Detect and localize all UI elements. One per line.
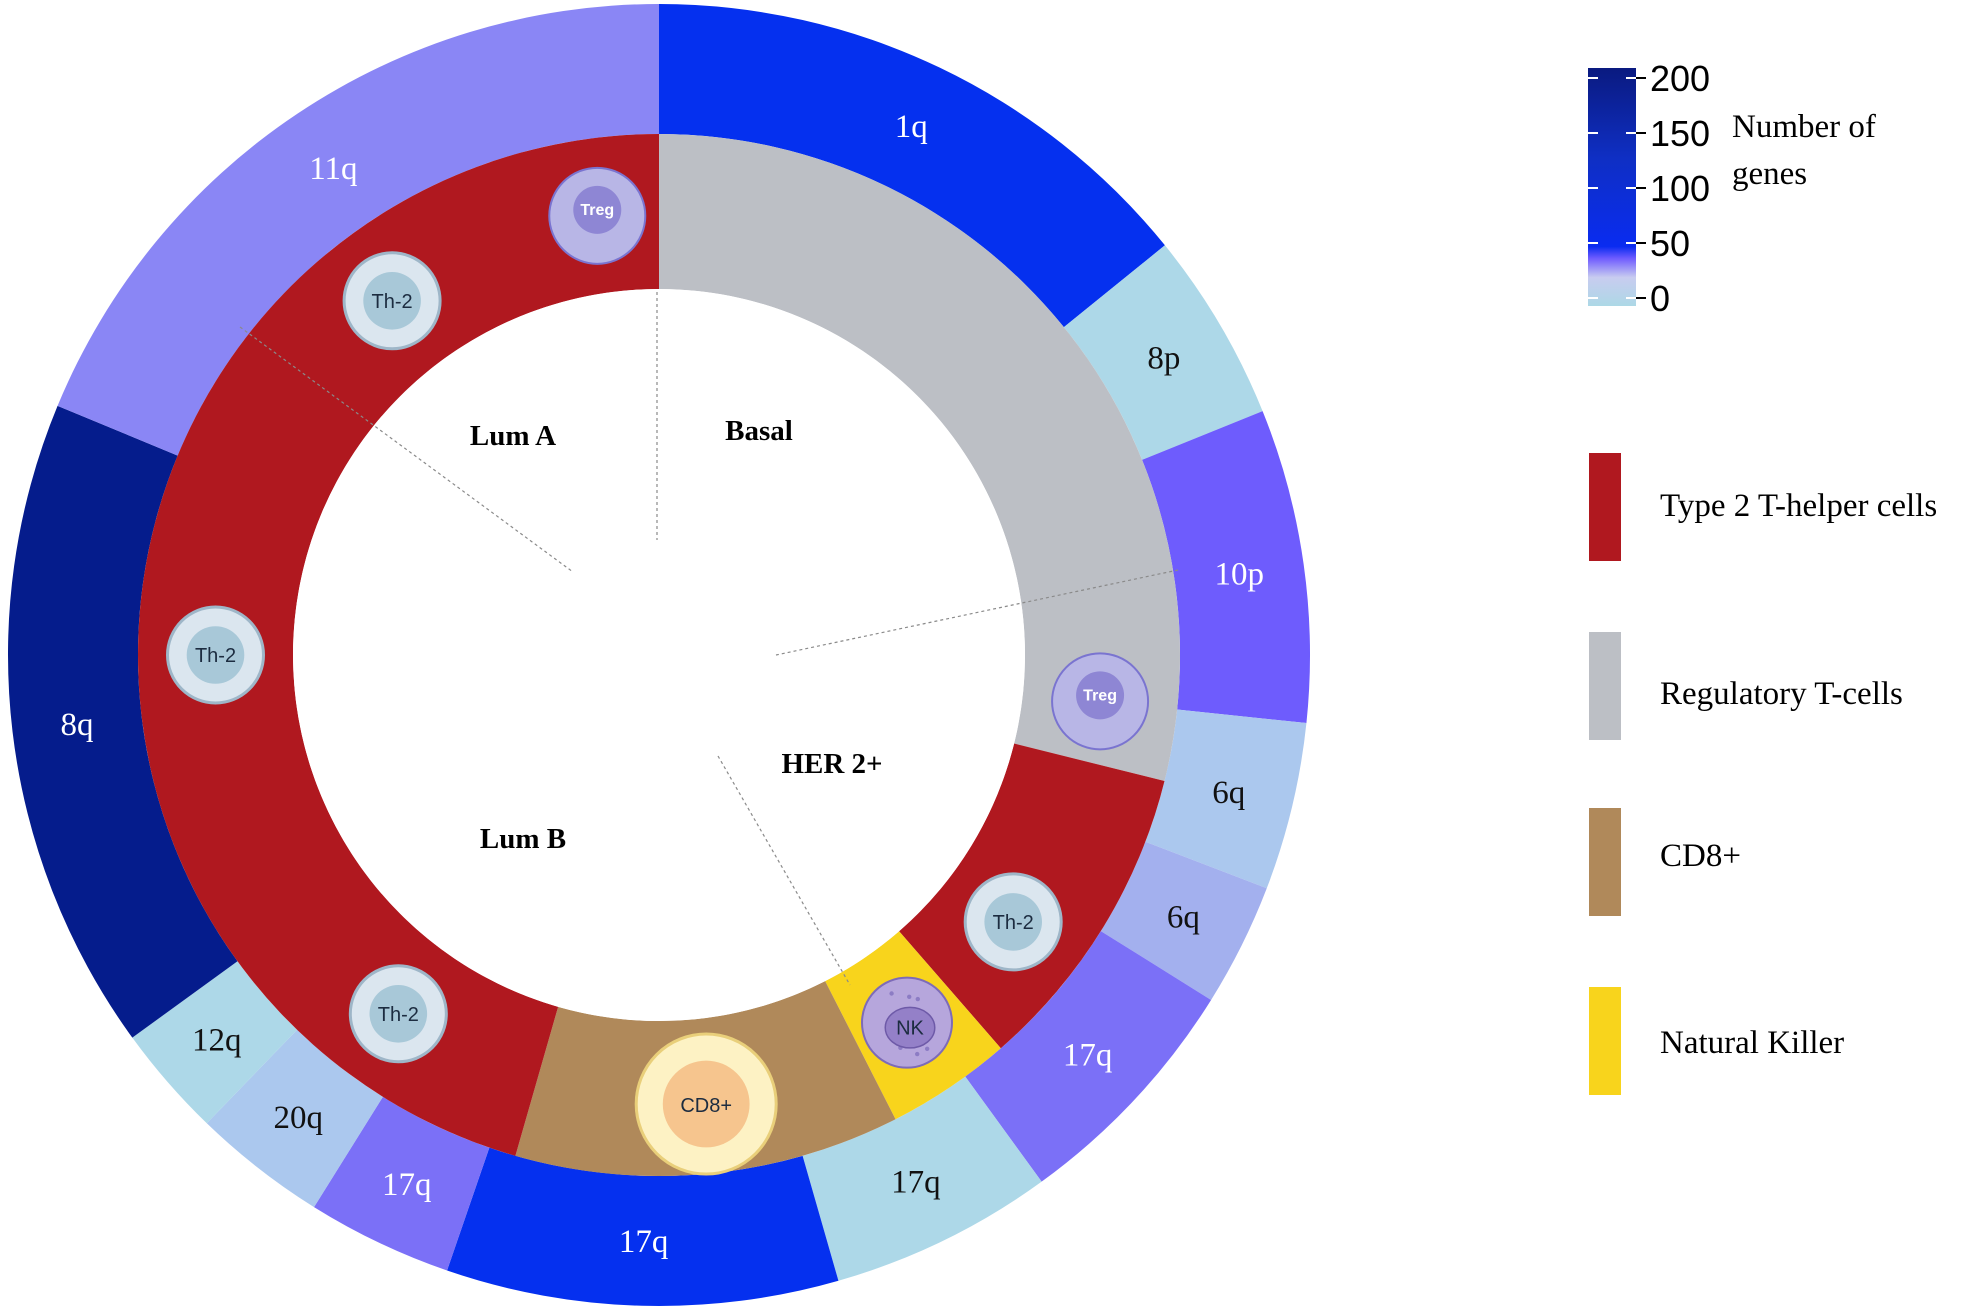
svg-text:Treg: Treg — [1083, 687, 1117, 704]
colorbar-ticks: 200 150 100 50 0 — [1588, 58, 1710, 319]
cell-icon-th2: Th-2 — [342, 251, 442, 351]
outer-segment-6q — [1100, 841, 1267, 1000]
colorbar-title-line1: Number of — [1732, 109, 1876, 145]
subtype-labels: Lum A Basal HER 2+ Lum B — [470, 415, 883, 855]
cell-icon-nk: NK — [861, 976, 954, 1069]
colorbar-tick-label: 200 — [1650, 58, 1710, 99]
outer-segment-label: 17q — [382, 1167, 432, 1203]
cell-icon-th2: Th-2 — [348, 964, 448, 1064]
legend-label-treg: Regulatory T-cells — [1660, 676, 1903, 712]
inner-ring-immune-cells — [137, 134, 1180, 1176]
outer-segment-17q — [314, 1096, 490, 1271]
legend-label-nk: Natural Killer — [1660, 1025, 1844, 1061]
outer-segment-17q — [965, 931, 1212, 1182]
cell-icon-cd8: CD8+ — [634, 1032, 778, 1176]
outer-segment-label: 12q — [192, 1022, 242, 1058]
outer-segment-11q — [57, 4, 659, 456]
legend: Type 2 T-helper cells Regulatory T-cells… — [1589, 453, 1937, 1095]
svg-text:Th-2: Th-2 — [195, 645, 236, 667]
outer-ring-chromosome-arms — [8, 4, 1310, 1307]
center-disc — [293, 289, 1025, 1021]
subtype-divider-line — [239, 326, 574, 573]
legend-swatch-nk — [1589, 987, 1621, 1095]
legend-label-th2: Type 2 T-helper cells — [1660, 488, 1937, 524]
outer-segment-label: 6q — [1167, 899, 1200, 935]
svg-text:CD8+: CD8+ — [680, 1095, 732, 1117]
cell-icons: Treg Treg Th-2 Th-2 Th-2 Th-2 NK CD8+ — [166, 166, 1150, 1176]
subtype-label: HER 2+ — [781, 748, 882, 780]
outer-segment-12q — [132, 961, 298, 1124]
outer-segment-label: 17q — [619, 1224, 669, 1260]
outer-segment-6q — [1145, 709, 1307, 889]
subtype-divider-line — [717, 755, 851, 986]
svg-text:Th-2: Th-2 — [378, 1004, 419, 1026]
cell-icon-th2: Th-2 — [166, 605, 265, 705]
legend-swatch-treg — [1589, 632, 1621, 740]
outer-segment-8p — [1063, 245, 1263, 460]
outer-segment-label: 11q — [309, 151, 357, 187]
colorbar-tick-label: 50 — [1650, 223, 1690, 264]
colorbar-tick-label: 0 — [1650, 278, 1670, 319]
inner-segment-th2 — [137, 134, 659, 1156]
subtype-divider-line — [775, 569, 1179, 656]
subtype-label: Lum A — [470, 420, 556, 452]
outer-segment-1q — [659, 4, 1165, 328]
subtype-label: Basal — [725, 415, 793, 447]
svg-text:Th-2: Th-2 — [993, 912, 1034, 934]
colorbar-tick-label: 100 — [1650, 168, 1710, 209]
outer-segment-label: 20q — [273, 1100, 323, 1136]
subtype-dividers — [239, 292, 1179, 986]
inner-segment-treg — [659, 134, 1180, 782]
outer-segment-label: 17q — [891, 1165, 941, 1201]
cell-icon-th2: Th-2 — [963, 872, 1063, 972]
outer-segment-8q — [8, 405, 238, 1038]
cell-icon-treg: Treg — [1051, 652, 1150, 751]
svg-text:Treg: Treg — [580, 202, 614, 219]
outer-segment-label: 6q — [1212, 775, 1245, 811]
outer-segment-label: 17q — [1063, 1038, 1113, 1074]
outer-segment-label: 8q — [61, 707, 94, 743]
legend-swatch-cd8 — [1589, 808, 1621, 916]
outer-segment-label: 10p — [1215, 556, 1265, 592]
colorbar-title-line2: genes — [1732, 156, 1807, 192]
colorbar-tick-label: 150 — [1650, 113, 1710, 154]
legend-swatch-th2 — [1589, 453, 1621, 561]
outer-segment-10p — [1142, 411, 1310, 724]
outer-segment-17q — [447, 1147, 839, 1307]
outer-segment-label: 1q — [895, 109, 928, 145]
svg-text:Th-2: Th-2 — [372, 291, 413, 313]
outer-segment-20q — [206, 1029, 383, 1208]
outer-ring-labels: 1q 8p 10p 6q 6q 17q 17q 17q 17q 20q 12q 8q 11q — [61, 109, 1264, 1260]
colorbar: 200 150 100 50 0 Number of genes — [1588, 58, 1876, 319]
svg-text:NK: NK — [896, 1018, 924, 1040]
outer-segment-17q — [802, 1076, 1042, 1281]
outer-segment-label: 8p — [1147, 341, 1180, 377]
legend-label-cd8: CD8+ — [1660, 838, 1741, 874]
cell-icon-treg: Treg — [548, 166, 647, 265]
subtype-label: Lum B — [480, 823, 566, 855]
